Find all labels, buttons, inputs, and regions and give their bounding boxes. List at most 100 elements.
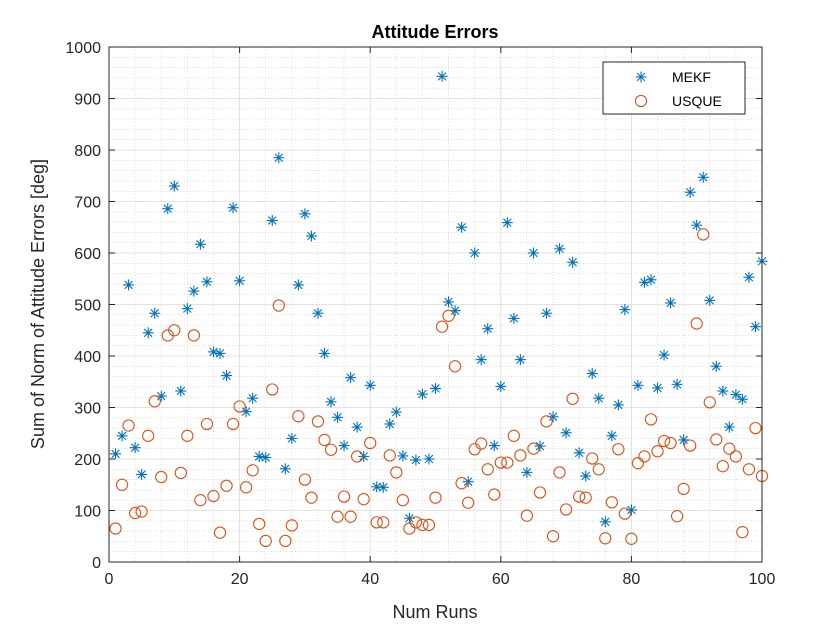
point-usque	[305, 491, 318, 504]
point-usque	[638, 450, 651, 463]
x-tick-label: 100	[749, 571, 776, 588]
point-usque	[200, 417, 214, 431]
point-usque	[390, 466, 403, 479]
point-mekf	[292, 279, 304, 291]
point-mekf	[279, 463, 291, 475]
tick-labels: 0 20 40 60 80 1000100200300400500600700800900…	[65, 40, 775, 588]
point-mekf	[286, 432, 298, 444]
point-usque	[155, 470, 168, 484]
point-usque	[494, 456, 507, 469]
point-usque	[710, 433, 723, 446]
point-mekf	[332, 411, 344, 423]
point-mekf	[214, 347, 226, 359]
point-usque	[220, 479, 233, 492]
point-mekf	[410, 454, 422, 466]
y-axis-label: Sum of Norm of Attitude Errors [deg]	[28, 159, 48, 449]
point-mekf	[554, 243, 566, 255]
y-tick-label: 100	[74, 504, 101, 521]
point-mekf	[625, 504, 637, 516]
point-usque	[520, 509, 534, 522]
legend-label-mekf: MEKF	[672, 69, 711, 85]
point-usque	[677, 482, 690, 496]
point-usque	[370, 516, 383, 529]
point-usque	[318, 433, 331, 447]
point-usque	[416, 518, 429, 532]
point-mekf	[234, 275, 246, 287]
point-mekf	[599, 516, 611, 528]
point-usque	[324, 443, 338, 456]
x-tick-label: 40	[361, 571, 379, 588]
point-usque	[285, 519, 298, 532]
point-usque	[128, 506, 142, 520]
point-usque	[488, 488, 501, 501]
point-usque	[697, 228, 710, 241]
point-mekf	[573, 447, 585, 459]
point-mekf	[652, 382, 664, 394]
point-usque	[553, 466, 566, 479]
point-mekf	[221, 370, 233, 382]
point-usque	[122, 419, 135, 432]
point-usque	[749, 421, 762, 435]
point-mekf	[691, 219, 703, 231]
point-usque	[350, 450, 364, 463]
point-mekf	[345, 372, 357, 384]
point-usque	[115, 478, 129, 491]
axis-ticks	[108, 46, 763, 563]
point-mekf	[736, 393, 748, 405]
point-mekf	[612, 399, 624, 411]
legend-label-usque: USQUE	[672, 93, 722, 109]
point-mekf	[436, 70, 448, 82]
point-usque	[246, 464, 259, 477]
point-usque	[272, 299, 285, 312]
point-usque	[716, 460, 729, 473]
x-tick-label: 20	[231, 571, 249, 588]
point-usque	[311, 415, 325, 428]
point-usque	[605, 496, 618, 509]
legend: MEKF USQUE	[602, 61, 746, 115]
point-usque	[194, 494, 207, 507]
point-usque	[736, 525, 749, 539]
point-mekf	[671, 378, 683, 390]
point-mekf	[162, 203, 174, 215]
point-usque	[657, 434, 671, 448]
point-mekf	[305, 230, 317, 242]
point-mekf	[273, 152, 285, 164]
legend-box	[602, 61, 746, 115]
y-tick-label: 1000	[65, 40, 101, 57]
point-mekf	[482, 323, 494, 335]
point-usque	[651, 445, 664, 458]
point-mekf	[338, 440, 350, 452]
point-usque	[331, 510, 344, 523]
point-usque	[618, 507, 632, 520]
point-mekf	[201, 276, 213, 288]
point-mekf	[175, 385, 187, 397]
point-usque	[644, 413, 658, 426]
point-mekf	[384, 418, 396, 430]
point-mekf	[129, 442, 141, 454]
point-mekf	[678, 434, 690, 446]
point-mekf	[194, 238, 206, 250]
y-tick-label: 900	[74, 92, 101, 109]
point-usque	[337, 490, 351, 503]
point-usque	[573, 490, 586, 503]
point-mekf	[743, 271, 755, 283]
point-usque	[259, 534, 272, 548]
x-tick-label: 60	[492, 571, 510, 588]
point-mekf	[397, 450, 409, 462]
point-usque	[298, 473, 312, 486]
point-mekf	[325, 396, 337, 408]
point-mekf	[266, 215, 278, 227]
point-mekf	[443, 296, 455, 308]
point-usque	[514, 449, 527, 462]
point-usque	[475, 437, 488, 450]
point-usque	[396, 494, 409, 507]
point-mekf	[449, 305, 461, 317]
x-tick-label: 0	[105, 571, 114, 588]
point-usque	[703, 396, 716, 409]
point-mekf	[508, 312, 520, 324]
point-usque	[690, 317, 703, 330]
point-usque	[279, 534, 292, 548]
point-usque	[481, 463, 494, 476]
point-usque	[109, 522, 122, 535]
point-mekf	[416, 388, 428, 400]
